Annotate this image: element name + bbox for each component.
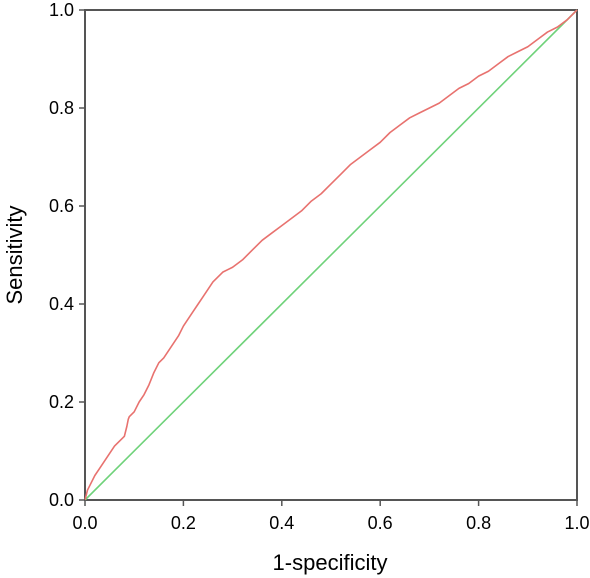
x-tick-label: 0.0 [72,513,97,533]
roc-curve-line [84,9,578,501]
reference-diagonal-line [84,9,578,501]
y-tick-label: 1.0 [49,0,74,20]
tick-labels: 0.0 0.2 0.4 0.6 0.8 1.0 0.0 0.2 0.4 0.6 0.8 1.0 [49,0,590,533]
y-tick-label: 0.4 [49,294,74,314]
x-tick-label: 0.4 [269,513,294,533]
plot-area [84,9,578,501]
x-tick-label: 0.2 [171,513,196,533]
x-axis-title: 1-specificity [273,550,388,575]
x-tick-label: 0.8 [466,513,491,533]
y-tick-label: 0.2 [49,392,74,412]
x-tick-label: 0.6 [368,513,393,533]
y-tick-label: 0.0 [49,490,74,510]
plot-frame [84,9,578,501]
y-tick-label: 0.8 [49,98,74,118]
y-axis-title: Sensitivity [2,205,27,304]
x-tick-label: 1.0 [564,513,589,533]
y-tick-label: 0.6 [49,196,74,216]
